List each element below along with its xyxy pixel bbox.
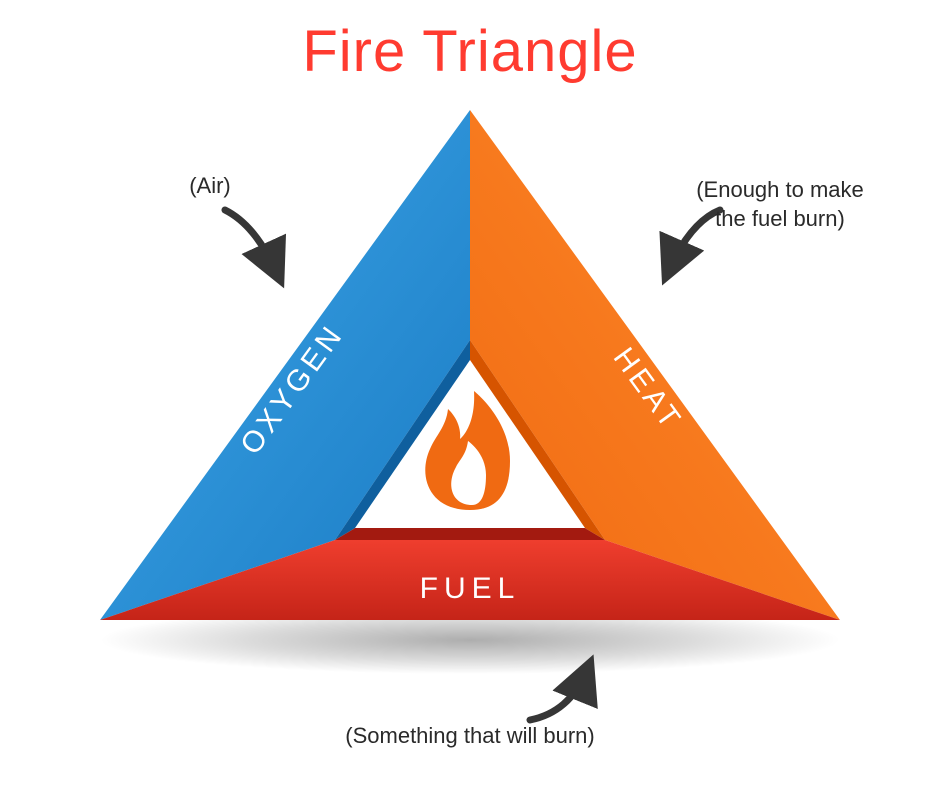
annotation-oxygen: (Air)	[150, 172, 270, 201]
stage: Fire Triangle	[0, 0, 940, 788]
annotation-heat: (Enough to makethe fuel burn)	[660, 176, 900, 233]
label-fuel: FUEL	[420, 572, 521, 605]
arrow-oxygen	[225, 210, 278, 275]
annotation-fuel: (Something that will burn)	[270, 722, 670, 751]
fire-triangle-diagram: OXYGEN HEAT FUEL	[0, 0, 940, 788]
arrow-fuel	[530, 668, 588, 720]
